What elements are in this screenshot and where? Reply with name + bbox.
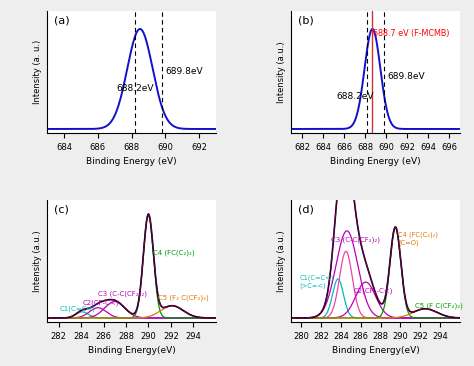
Text: C2(CF-C<): C2(CF-C<) <box>82 300 118 306</box>
X-axis label: Binding Energy(eV): Binding Energy(eV) <box>88 346 175 355</box>
X-axis label: Binding Energy (eV): Binding Energy (eV) <box>86 157 177 166</box>
Y-axis label: Intensity (a.u.): Intensity (a.u.) <box>277 41 286 103</box>
Text: C4 (FC(C₂)₂): C4 (FC(C₂)₂) <box>153 249 194 256</box>
Text: C5 (F C(CF₂)₂): C5 (F C(CF₂)₂) <box>415 303 463 309</box>
Text: (b): (b) <box>298 15 314 25</box>
X-axis label: Binding Energy(eV): Binding Energy(eV) <box>332 346 419 355</box>
Y-axis label: Intensity (a. u.): Intensity (a. u.) <box>33 40 42 104</box>
Text: (c): (c) <box>54 204 69 214</box>
Y-axis label: Intensity (a.u.): Intensity (a.u.) <box>33 230 42 292</box>
Text: C2(CF₂-C<): C2(CF₂-C<) <box>354 287 393 294</box>
Text: (a): (a) <box>54 15 70 25</box>
Y-axis label: Intensity (a.u.): Intensity (a.u.) <box>277 230 286 292</box>
Text: C3 (C-C(CF₂)₂): C3 (C-C(CF₂)₂) <box>331 236 380 243</box>
Text: (d): (d) <box>298 204 314 214</box>
Text: C3 (C-C(CF₂)₂): C3 (C-C(CF₂)₂) <box>98 291 147 297</box>
Text: C1(C=C<): C1(C=C<) <box>60 306 96 312</box>
Text: C5 (F₂ C(CF₂)₂): C5 (F₂ C(CF₂)₂) <box>158 295 209 301</box>
Text: 689.8eV: 689.8eV <box>387 72 425 81</box>
Text: 689.8eV: 689.8eV <box>165 67 203 76</box>
Text: 688.7 eV (F-MCMB): 688.7 eV (F-MCMB) <box>373 29 449 38</box>
X-axis label: Binding Energy (eV): Binding Energy (eV) <box>330 157 421 166</box>
Text: 688.2eV: 688.2eV <box>117 84 154 93</box>
Text: 688.2eV: 688.2eV <box>337 92 374 101</box>
Text: C4 (FC(C₂)₂)
(C=O): C4 (FC(C₂)₂) (C=O) <box>398 232 438 246</box>
Text: C1(C=C<)
(>C=<): C1(C=C<) (>C=<) <box>300 275 334 289</box>
